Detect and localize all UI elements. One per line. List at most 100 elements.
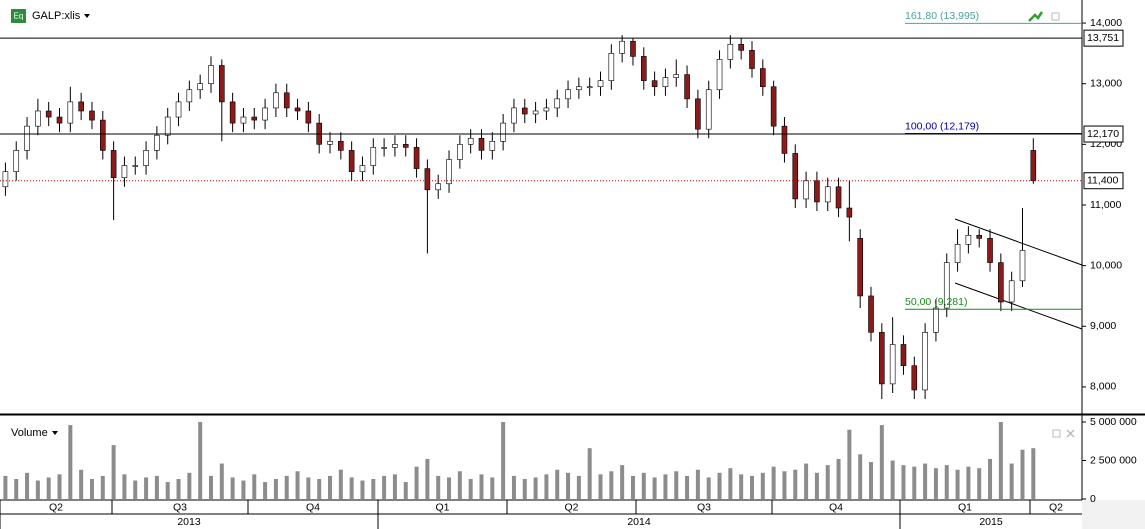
volume-title[interactable]: Volume xyxy=(11,427,48,439)
volume-bar xyxy=(306,477,311,499)
candle-body xyxy=(262,107,268,121)
volume-bar xyxy=(392,474,397,499)
candle-body xyxy=(229,101,236,124)
volume-bar xyxy=(371,478,376,499)
volume-bar xyxy=(890,460,895,499)
symbol-icon[interactable] xyxy=(11,9,26,23)
volume-bar xyxy=(511,475,516,499)
volume-bar xyxy=(685,475,690,499)
price-level-label: 12,170 xyxy=(1087,128,1119,140)
volume-bar xyxy=(208,475,213,499)
candle-body xyxy=(381,147,387,149)
quarter-label: Q2 xyxy=(49,501,63,513)
volume-bar xyxy=(728,468,733,499)
y-tick-label: 11,000 xyxy=(1090,199,1121,211)
trendline xyxy=(954,282,1083,330)
candle-body xyxy=(89,110,95,121)
candle-body xyxy=(424,168,431,191)
candle-body xyxy=(868,295,874,333)
symbol-name[interactable]: GALP:xlis xyxy=(32,10,81,22)
dropdown-arrow[interactable] xyxy=(52,431,58,435)
volume-bar xyxy=(414,466,419,499)
volume-bar xyxy=(219,463,224,499)
volume-bar xyxy=(901,465,906,499)
candle-body xyxy=(186,89,193,103)
volume-bar xyxy=(68,425,73,499)
volume-bar xyxy=(176,478,181,499)
volume-bar xyxy=(804,463,809,499)
candle-body xyxy=(175,101,182,118)
volume-bar xyxy=(869,462,874,499)
candle-body xyxy=(338,141,344,151)
candle-body xyxy=(792,153,799,200)
volume-bar xyxy=(609,471,614,499)
candle-body xyxy=(1008,280,1015,303)
candle-body xyxy=(846,207,853,218)
candle-body xyxy=(543,107,550,112)
quarter-label: Q4 xyxy=(306,501,320,513)
year-label: 2015 xyxy=(979,516,1003,528)
volume-bar xyxy=(89,478,94,499)
volume-bar xyxy=(695,469,700,499)
candle-body xyxy=(305,110,312,124)
volume-bar xyxy=(382,475,387,499)
candle-body xyxy=(770,86,777,127)
y-tick-label: 14,000 xyxy=(1090,17,1122,29)
y-tick-label: 8,000 xyxy=(1090,381,1116,393)
candle-body xyxy=(294,107,301,112)
volume-bar xyxy=(46,477,51,499)
volume-bar xyxy=(425,458,430,499)
volume-bar xyxy=(988,458,993,499)
year-label: 2014 xyxy=(627,516,651,528)
volume-bar xyxy=(468,478,473,499)
trend-icon[interactable] xyxy=(1028,11,1044,22)
volume-bar xyxy=(111,445,116,499)
volume-bar xyxy=(793,469,798,499)
candle-body xyxy=(911,365,918,391)
candle-body xyxy=(99,119,106,151)
quarter-label: Q4 xyxy=(829,501,843,513)
window-icon[interactable] xyxy=(1051,12,1060,21)
candle-body xyxy=(803,180,809,200)
fib-level-label: 161,80 (13,995) xyxy=(905,10,979,22)
volume-bar xyxy=(295,471,300,499)
candle-body xyxy=(684,74,690,100)
volume-bar xyxy=(620,465,625,499)
candle-body xyxy=(640,56,647,81)
volume-bar xyxy=(338,469,343,499)
window-icon[interactable] xyxy=(1052,429,1061,438)
candle-body xyxy=(651,80,658,88)
volume-bar xyxy=(273,478,278,499)
dropdown-arrow[interactable] xyxy=(84,14,90,18)
candle-body xyxy=(760,68,766,88)
volume-bar xyxy=(198,422,203,499)
volume-bar xyxy=(706,477,711,499)
candle-body xyxy=(435,183,442,191)
volume-bar xyxy=(1031,448,1036,499)
volume-bar xyxy=(447,477,452,499)
candle-body xyxy=(889,344,896,385)
candle-body xyxy=(121,165,128,178)
close-icon[interactable] xyxy=(1066,429,1075,438)
candle-body xyxy=(78,101,84,112)
candle-body xyxy=(976,235,983,239)
fib-level-label: 50,00 (9,281) xyxy=(905,296,967,308)
volume-bar xyxy=(923,463,928,499)
volume-bar xyxy=(555,469,560,499)
volume-bar xyxy=(241,480,246,499)
volume-bar xyxy=(252,474,257,499)
candle-body xyxy=(56,116,63,124)
price-level-box xyxy=(1083,172,1124,190)
volume-bar xyxy=(977,468,982,499)
volume-bar xyxy=(187,472,192,499)
candle-body xyxy=(392,144,398,148)
candle-body xyxy=(662,77,669,88)
volume-bar xyxy=(825,465,830,499)
corner xyxy=(1082,500,1145,529)
candle-body xyxy=(359,165,366,172)
price-level-label: 11,400 xyxy=(1087,175,1118,187)
volume-bar xyxy=(349,477,354,499)
volume-bar xyxy=(133,480,138,499)
candle-body xyxy=(154,134,160,151)
